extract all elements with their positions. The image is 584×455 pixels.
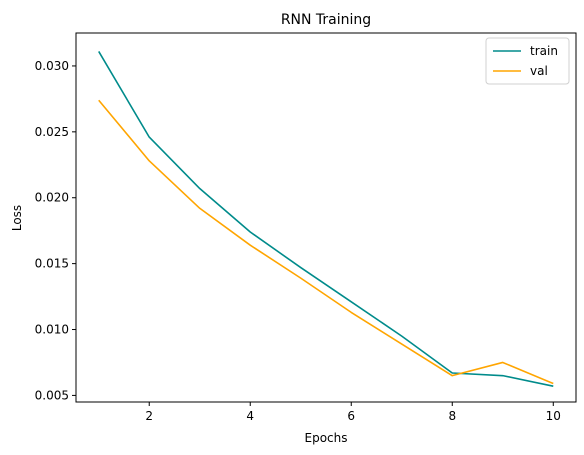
x-axis-ticks: 2 4 6 8 10 — [145, 402, 561, 423]
legend-label-val: val — [530, 64, 548, 78]
y-tick-label: 0.020 — [35, 191, 69, 205]
y-tick-label: 0.025 — [35, 125, 69, 139]
x-tick-label: 2 — [145, 409, 153, 423]
y-tick-label: 0.015 — [35, 257, 69, 271]
x-tick-label: 10 — [546, 409, 561, 423]
series-line-val — [98, 99, 554, 385]
y-tick-label: 0.010 — [35, 323, 69, 337]
plot-area-frame — [75, 32, 577, 403]
x-axis-label: Epochs — [305, 431, 348, 445]
legend: train val — [485, 37, 570, 85]
series-line-train — [98, 51, 554, 387]
y-tick-label: 0.030 — [35, 59, 69, 73]
x-tick-label: 6 — [347, 409, 355, 423]
series-layer — [98, 51, 554, 387]
x-tick-label: 8 — [448, 409, 456, 423]
legend-label-train: train — [530, 44, 558, 58]
legend-box — [485, 37, 570, 85]
y-tick-label: 0.005 — [35, 388, 69, 402]
y-axis-ticks: 0.005 0.010 0.015 0.020 0.025 0.030 — [35, 59, 76, 402]
chart-title: RNN Training — [281, 12, 371, 28]
x-tick-label: 4 — [246, 409, 254, 423]
y-axis-label: Loss — [10, 205, 24, 231]
